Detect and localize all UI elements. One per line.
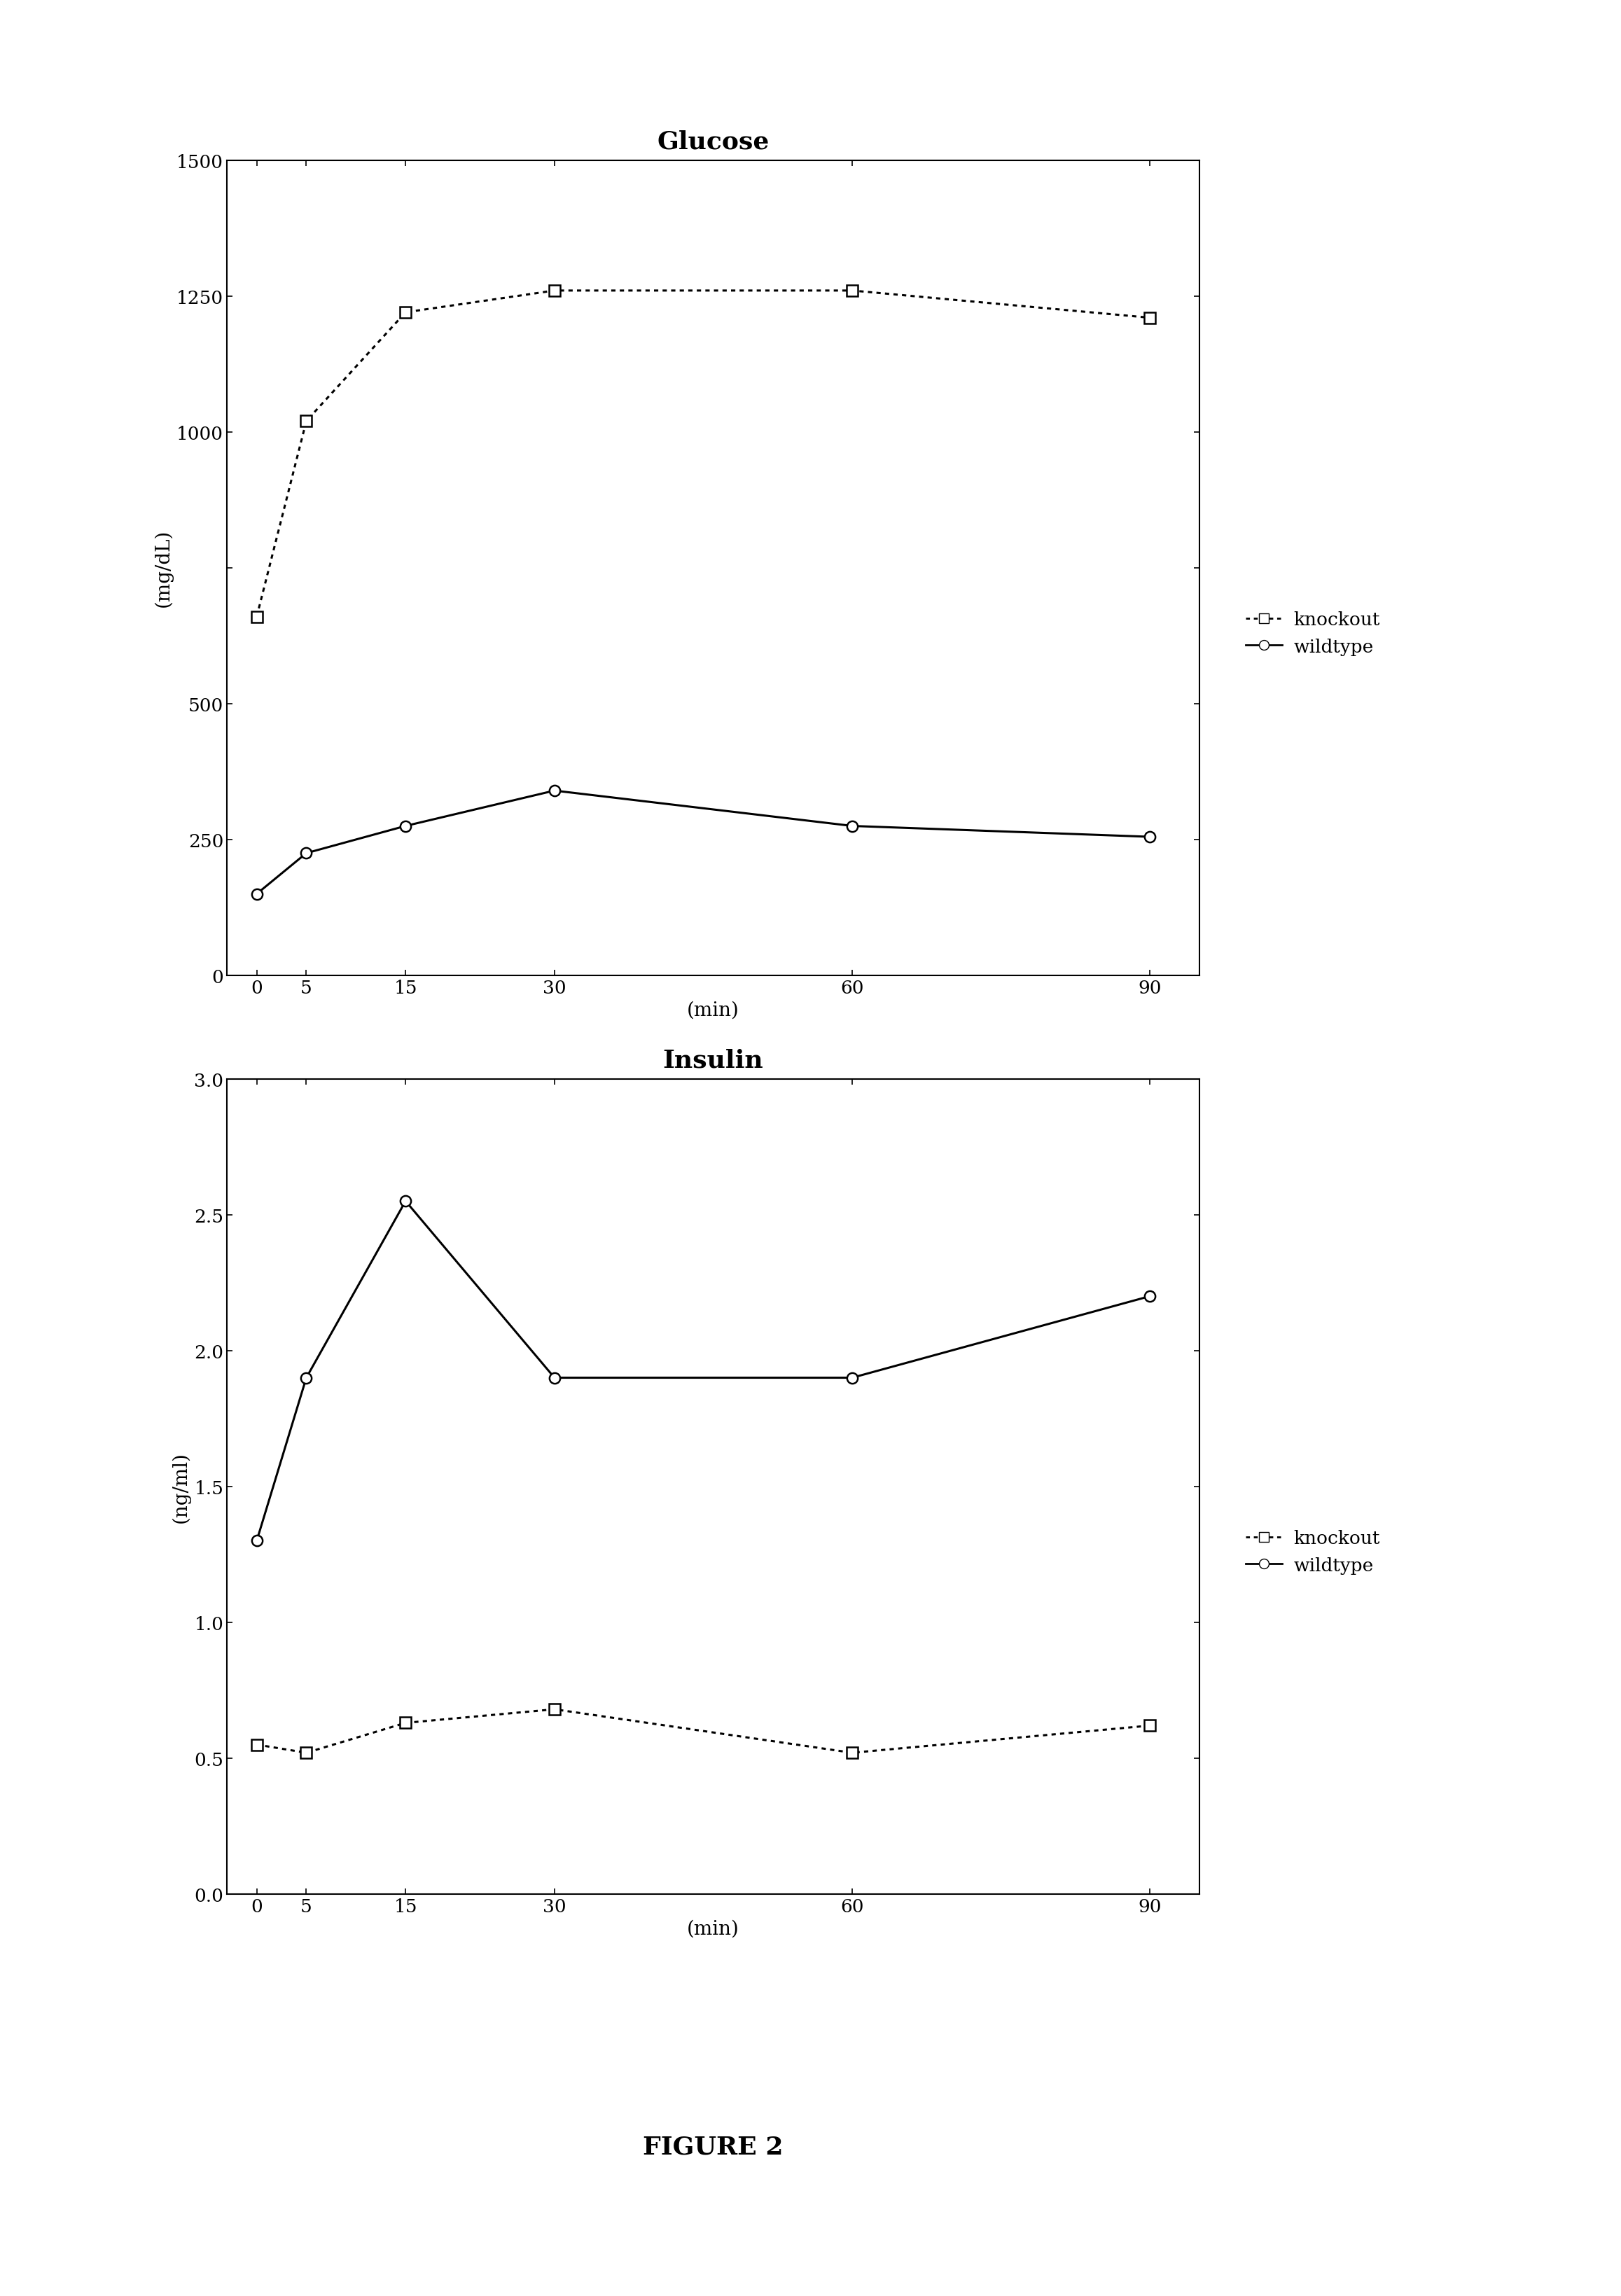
Y-axis label: (mg/dL): (mg/dL)	[154, 530, 173, 606]
Text: FIGURE 2: FIGURE 2	[644, 2135, 783, 2158]
Title: Insulin: Insulin	[663, 1049, 763, 1072]
X-axis label: (min): (min)	[687, 1001, 739, 1019]
Title: Glucose: Glucose	[657, 131, 770, 154]
X-axis label: (min): (min)	[687, 1919, 739, 1938]
Y-axis label: (ng/ml): (ng/ml)	[172, 1451, 190, 1522]
Legend: knockout, wildtype: knockout, wildtype	[1238, 1522, 1388, 1582]
Legend: knockout, wildtype: knockout, wildtype	[1238, 604, 1388, 664]
